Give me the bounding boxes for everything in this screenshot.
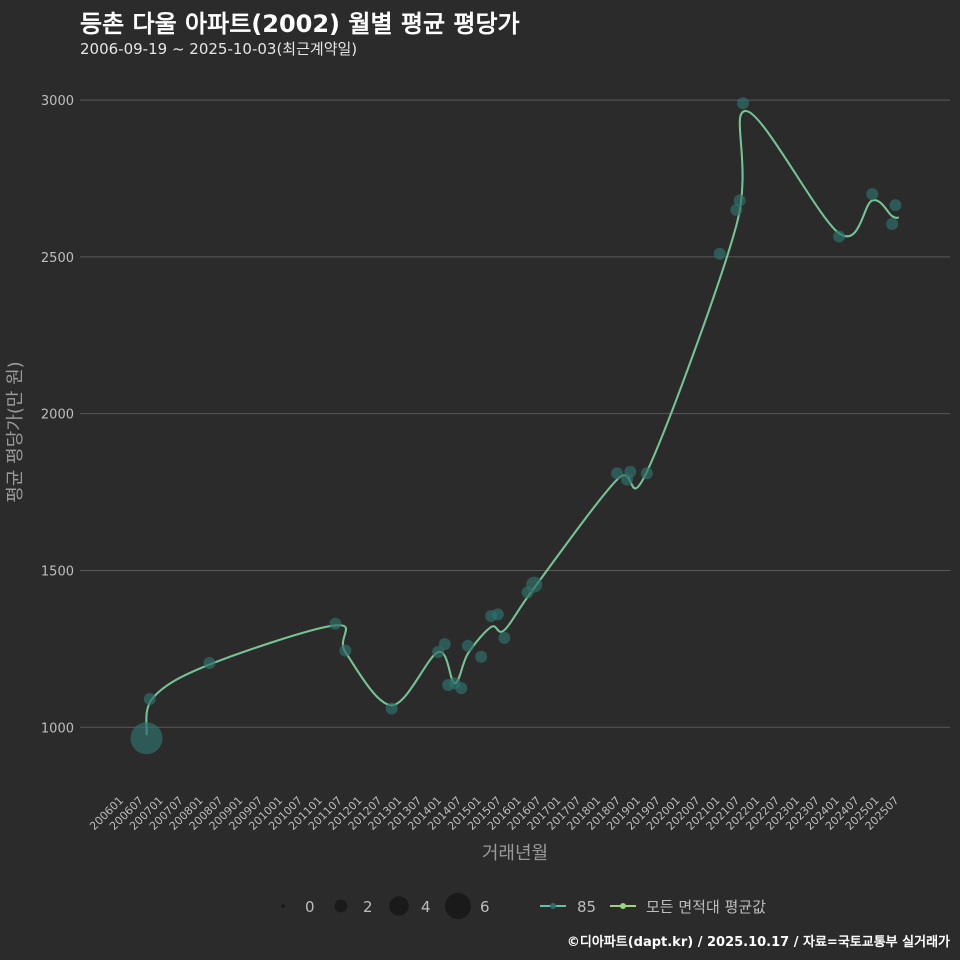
legend-size-label: 2 [363,898,373,916]
average-line-layer [145,110,899,736]
x-axis-label: 거래년월 [482,843,548,864]
x-tick-labels: 2006012006072007012007072008012008072009… [87,794,901,833]
legend: 0 2 4 6 85 모든 면적대 평균값 [281,892,766,920]
data-point [730,203,743,216]
data-point [498,631,511,644]
series-line-85 [145,110,899,736]
data-point [461,639,474,652]
legend-size-dot [334,899,348,913]
data-point [329,617,342,630]
grid-lines [80,99,950,728]
legend-avg-dot [620,903,626,909]
data-point [491,608,504,621]
y-tick-labels: 1000 1500 2000 2500 3000 [41,94,74,736]
data-point [455,682,468,695]
data-point [886,217,899,230]
legend-avg-label: 모든 면적대 평균값 [646,898,766,916]
legend-size-dot [281,904,285,908]
y-axis-label: 평균 평당가(만 원) [5,361,26,502]
data-point [475,650,488,663]
data-point [640,467,653,480]
legend-size-label: 0 [305,898,315,916]
y-tick-label: 1500 [41,564,74,579]
average-line [145,110,899,736]
y-tick-label: 1000 [41,721,74,736]
data-point [833,230,846,243]
data-point [438,638,451,651]
data-points-layer [130,97,902,755]
data-point [130,722,163,755]
y-tick-label: 2500 [41,251,74,266]
data-point [624,465,637,478]
data-point [611,467,624,480]
data-point [713,247,726,260]
data-point [889,199,902,212]
series-line-layer [145,110,899,736]
legend-size-label: 4 [421,898,431,916]
data-point [866,188,879,201]
data-point [733,194,746,207]
data-point [143,693,156,706]
legend-size-dot [444,892,472,920]
data-point [385,702,398,715]
caption: ©디아파트(dapt.kr) / 2025.10.17 / 자료=국토교통부 실… [566,935,950,950]
legend-size-dot [389,896,409,916]
chart-subtitle: 2006-09-19 ~ 2025-10-03(최근계약일) [80,40,358,58]
data-point [339,644,352,657]
legend-size-label: 6 [480,898,490,916]
y-tick-label: 3000 [41,94,74,109]
chart-title: 등촌 다울 아파트(2002) 월별 평균 평당가 [80,10,520,38]
data-point [203,656,216,669]
data-point [736,97,749,110]
data-point [526,576,543,593]
legend-series-label: 85 [577,898,596,916]
y-tick-label: 2000 [41,408,74,423]
legend-series-dot [550,903,556,909]
data-point [432,646,445,659]
